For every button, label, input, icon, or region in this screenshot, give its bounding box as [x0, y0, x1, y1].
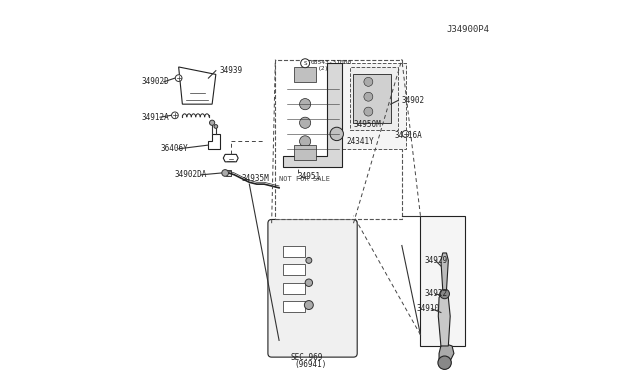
Text: 34910: 34910	[417, 304, 440, 313]
Text: 34929: 34929	[424, 256, 447, 265]
Text: 24341Y: 24341Y	[346, 137, 374, 146]
Circle shape	[364, 77, 373, 86]
Text: 34935M: 34935M	[242, 174, 269, 183]
Polygon shape	[441, 253, 449, 290]
Text: S: S	[303, 61, 307, 66]
Bar	[353, 74, 390, 123]
Circle shape	[300, 117, 310, 128]
Bar	[294, 145, 316, 160]
Bar	[275, 60, 402, 219]
Text: NOT FOR SALE: NOT FOR SALE	[279, 176, 330, 182]
Text: (96941): (96941)	[294, 360, 326, 369]
Text: 34951: 34951	[298, 172, 321, 181]
Circle shape	[402, 131, 409, 137]
Circle shape	[305, 279, 312, 286]
Circle shape	[364, 92, 373, 101]
Text: 34916A: 34916A	[394, 131, 422, 140]
Circle shape	[300, 99, 310, 110]
Text: 34939: 34939	[220, 66, 243, 75]
Bar	[283, 301, 305, 312]
Circle shape	[440, 289, 449, 299]
Circle shape	[330, 127, 344, 141]
Text: SEC.969: SEC.969	[291, 353, 323, 362]
Text: 34922: 34922	[424, 289, 447, 298]
Circle shape	[301, 59, 310, 68]
Circle shape	[364, 107, 373, 116]
Bar	[227, 170, 231, 176]
Circle shape	[175, 75, 182, 81]
Text: 34950M: 34950M	[353, 120, 381, 129]
Circle shape	[222, 170, 228, 176]
Text: 34902D: 34902D	[141, 77, 169, 86]
Text: 36406Y: 36406Y	[160, 144, 188, 153]
Circle shape	[172, 112, 179, 119]
Bar	[420, 216, 465, 346]
Bar	[294, 67, 316, 82]
Bar	[349, 67, 398, 130]
Bar	[283, 283, 305, 294]
Text: 34902: 34902	[402, 96, 425, 105]
Text: 08543-31000: 08543-31000	[310, 60, 352, 65]
Circle shape	[305, 301, 314, 310]
Text: (2): (2)	[318, 65, 330, 71]
Text: 34912A: 34912A	[141, 113, 169, 122]
Text: J34900P4: J34900P4	[447, 25, 490, 34]
Bar	[283, 246, 305, 257]
Circle shape	[438, 356, 451, 369]
Bar	[342, 63, 406, 149]
Circle shape	[209, 120, 215, 125]
Circle shape	[300, 136, 310, 147]
Text: 34902DA: 34902DA	[175, 170, 207, 179]
FancyBboxPatch shape	[268, 219, 357, 357]
Circle shape	[214, 125, 218, 128]
Polygon shape	[439, 344, 454, 361]
Circle shape	[306, 257, 312, 263]
Polygon shape	[438, 290, 450, 346]
Bar	[283, 264, 305, 275]
Polygon shape	[283, 63, 342, 167]
